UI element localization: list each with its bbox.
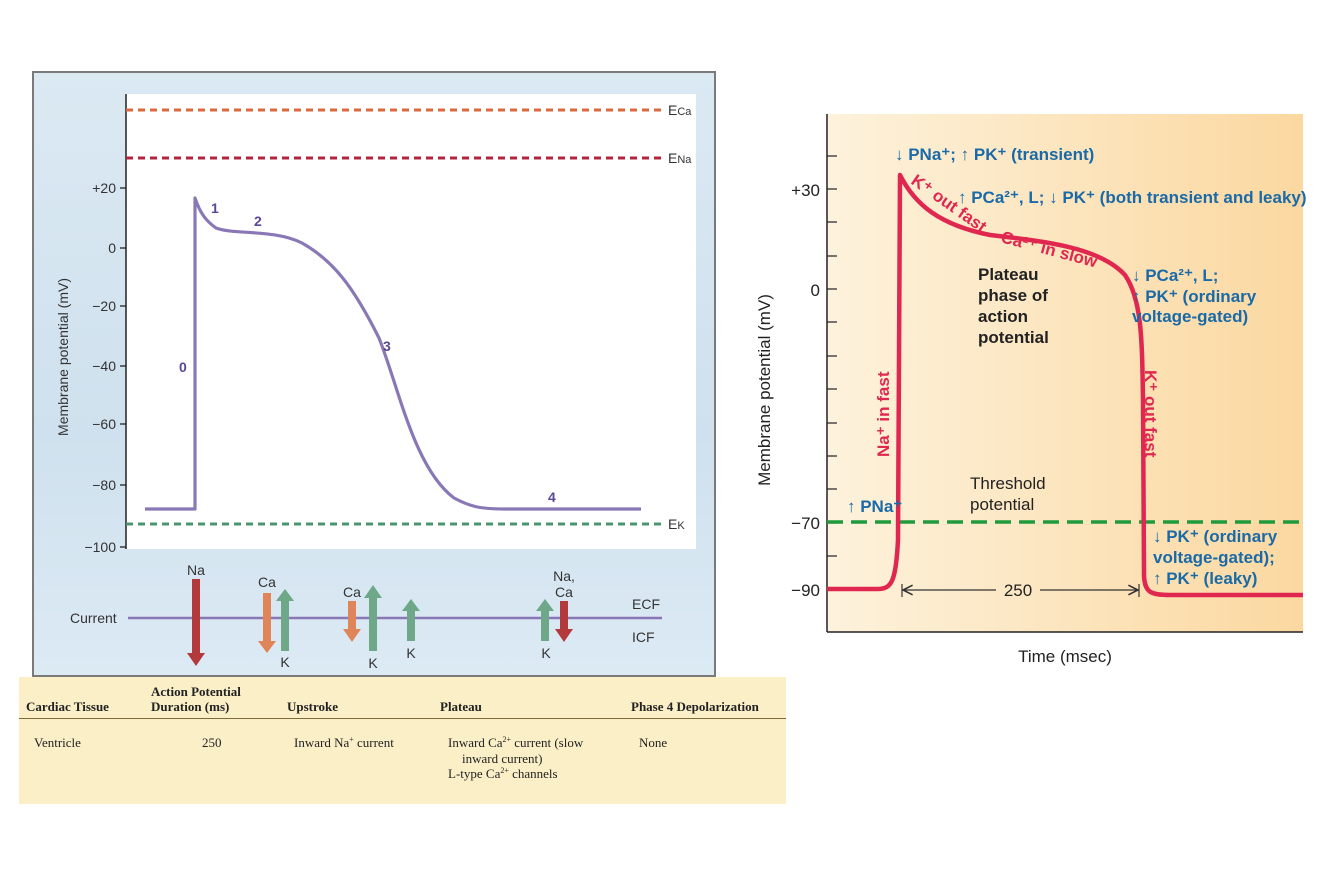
plateau-label-line4: potential: [978, 328, 1049, 347]
k-outward-arrow: [402, 599, 420, 641]
left-y-ticks: [120, 187, 126, 548]
k-out-fast-right-label: K⁺ out fast: [1141, 370, 1160, 458]
ca-inward-arrow: [258, 593, 276, 653]
left-tick-label: −20: [92, 298, 116, 314]
header-phase4: Phase 4 Depolarization: [631, 699, 759, 714]
icf-label: ICF: [632, 629, 655, 645]
right-tick-label: +30: [791, 181, 820, 200]
na-in-fast-label: Na⁺ in fast: [874, 371, 893, 457]
threshold-label-line2: potential: [970, 495, 1034, 514]
na-ca-ion-label: Ca: [555, 584, 573, 600]
ca-ion-label: Ca: [343, 584, 361, 600]
ek-label: EK: [668, 516, 685, 532]
na-ca-ion-label: Na,: [553, 568, 575, 584]
cell-tissue: Ventricle: [34, 735, 81, 750]
left-tick-label: −100: [84, 539, 116, 555]
right-tick-label: −70: [791, 514, 820, 533]
annotation-peak: ↓ PNa⁺; ↑ PK⁺ (transient): [895, 145, 1094, 164]
ecf-label: ECF: [632, 596, 660, 612]
phase-4-label: 4: [548, 489, 556, 505]
phase-1-label: 1: [211, 200, 219, 216]
ion-current-arrows: [187, 579, 573, 666]
k-ion-label: K: [280, 654, 290, 670]
right-plot-area: [827, 114, 1303, 632]
action-potential-ion-permeability-panel: +30 0 −70 −90 Membrane potential (mV) Ti…: [750, 100, 1320, 680]
cell-phase4: None: [639, 735, 668, 750]
header-ap-duration-line2: Duration (ms): [151, 699, 230, 714]
left-y-axis-label: Membrane potential (mV): [55, 278, 71, 436]
left-tick-label: 0: [108, 240, 116, 256]
eca-label: ECa: [668, 102, 692, 118]
annotation-repolarization-3: voltage-gated): [1132, 307, 1248, 326]
right-tick-label: −90: [791, 581, 820, 600]
phase-0-label: 0: [179, 359, 187, 375]
left-tick-label: −60: [92, 416, 116, 432]
current-label: Current: [70, 610, 117, 626]
left-plot-area: [126, 94, 696, 549]
annotation-rest-2: voltage-gated);: [1153, 548, 1275, 567]
ca-inward-arrow: [343, 601, 361, 642]
k-ion-label: K: [368, 655, 378, 671]
cell-upstroke: Inward Na+ current: [294, 735, 394, 750]
annotation-rest-1: ↓ PK⁺ (ordinary: [1153, 527, 1278, 546]
cardiac-tissue-table: Cardiac Tissue Action Potential Duration…: [19, 677, 786, 804]
k-ion-label: K: [541, 645, 551, 661]
ventricular-action-potential-panel: +20 0 −20 −40 −60 −80 −100 Membrane pote…: [32, 71, 716, 677]
k-outward-arrow: [276, 589, 294, 651]
threshold-label-line1: Threshold: [970, 474, 1046, 493]
right-tick-label: 0: [811, 281, 820, 300]
left-tick-label: −80: [92, 477, 116, 493]
cell-plateau-line1: Inward Ca2+ current (slow: [448, 735, 584, 750]
plateau-label-line3: action: [978, 307, 1028, 326]
duration-label: 250: [1004, 581, 1032, 600]
right-y-axis-label: Membrane potential (mV): [755, 294, 774, 486]
right-action-potential-diagram: +30 0 −70 −90 Membrane potential (mV) Ti…: [755, 114, 1307, 666]
header-ap-duration-line1: Action Potential: [151, 684, 241, 699]
na-ion-label: Na: [187, 562, 205, 578]
ena-label: ENa: [668, 150, 692, 166]
na-ca-inward-arrow: [555, 601, 573, 642]
right-x-axis-label: Time (msec): [1018, 647, 1112, 666]
ca-ion-label: Ca: [258, 574, 276, 590]
na-inward-arrow: [187, 579, 205, 666]
cardiac-action-potential-curve: [827, 172, 1303, 598]
left-tick-label: −40: [92, 358, 116, 374]
annotation-threshold: ↑ PNa⁺: [847, 497, 902, 516]
header-upstroke: Upstroke: [287, 699, 339, 714]
left-tick-label: +20: [92, 180, 116, 196]
left-action-potential-diagram: +20 0 −20 −40 −60 −80 −100 Membrane pote…: [55, 94, 696, 671]
annotation-repolarization-2: ↑ PK⁺ (ordinary: [1132, 287, 1257, 306]
ventricular-action-potential-curve: [145, 196, 641, 511]
header-cardiac-tissue: Cardiac Tissue: [26, 699, 109, 714]
k-outward-arrow: [364, 585, 382, 651]
cell-plateau-line2: inward current): [462, 751, 543, 766]
plateau-label-line1: Plateau: [978, 265, 1038, 284]
phase-2-label: 2: [254, 213, 262, 229]
annotation-plateau: ↑ PCa²⁺, L; ↓ PK⁺ (both transient and le…: [958, 188, 1307, 207]
plateau-label-line2: phase of: [978, 286, 1048, 305]
k-ion-label: K: [406, 645, 416, 661]
cell-duration: 250: [202, 735, 222, 750]
cell-plateau-line3: L-type Ca2+ channels: [448, 766, 558, 781]
annotation-repolarization-1: ↓ PCa²⁺, L;: [1132, 266, 1218, 285]
annotation-rest-3: ↑ PK⁺ (leaky): [1153, 569, 1257, 588]
table-header-divider: [19, 718, 786, 719]
phase-3-label: 3: [383, 338, 391, 354]
header-plateau: Plateau: [440, 699, 482, 714]
k-outward-arrow: [536, 599, 554, 641]
